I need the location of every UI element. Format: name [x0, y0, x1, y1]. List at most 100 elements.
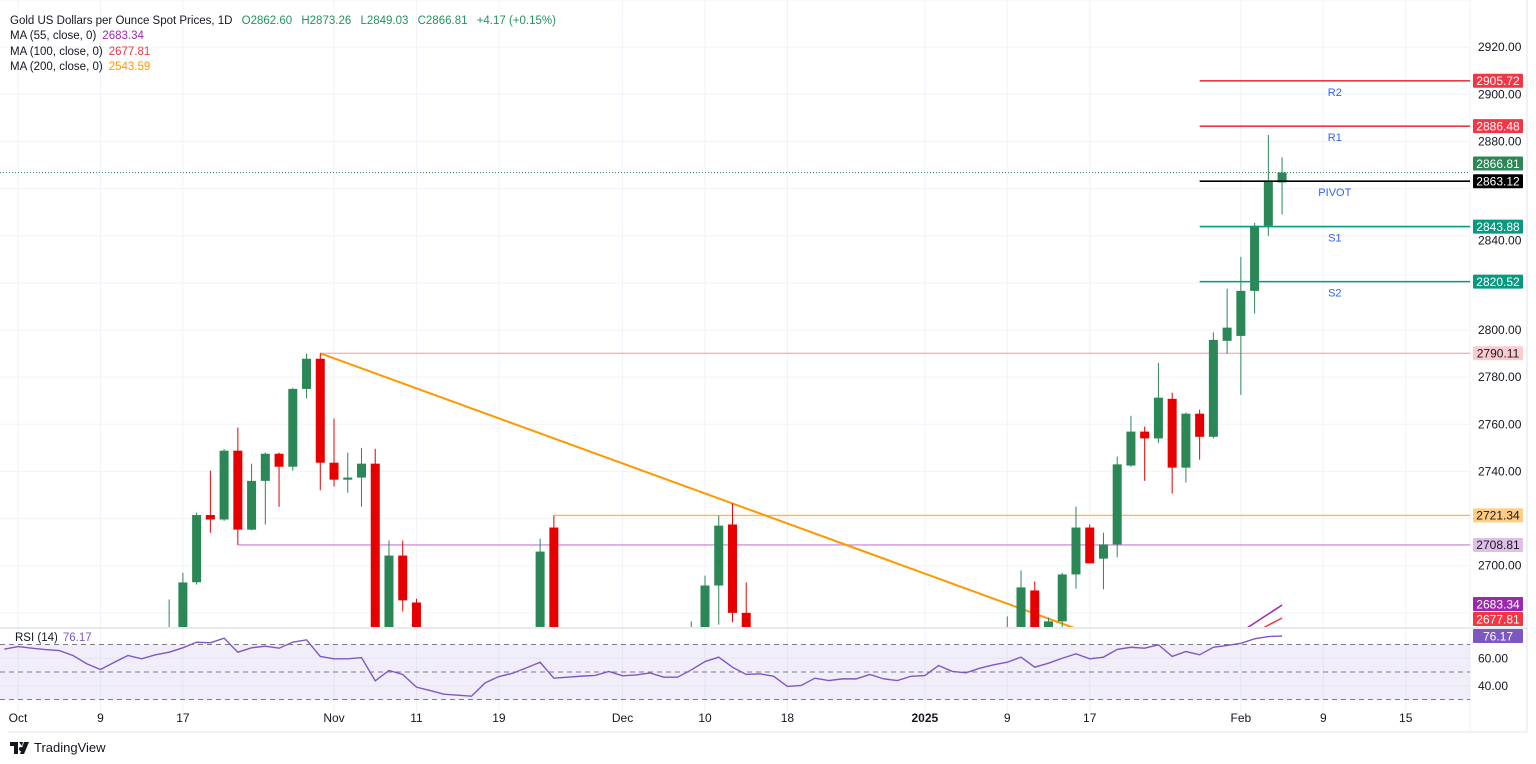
time-tick-label: Dec	[612, 711, 633, 725]
candle[interactable]	[288, 387, 298, 471]
time-tick-label: 17	[1083, 711, 1097, 725]
ma100-legend[interactable]: MA (100, close, 0) 2677.81	[10, 45, 556, 60]
candle[interactable]	[205, 470, 215, 533]
candle[interactable]	[398, 540, 408, 612]
candle[interactable]	[727, 503, 737, 623]
ma-value: 2683.34	[102, 30, 144, 43]
candle[interactable]	[343, 452, 353, 493]
badge-bg	[1473, 346, 1523, 361]
candle[interactable]	[714, 515, 724, 625]
candle-body	[384, 555, 394, 627]
candle[interactable]	[1195, 409, 1205, 460]
candle[interactable]	[357, 447, 366, 507]
candle-body	[302, 358, 312, 389]
candle[interactable]	[260, 452, 270, 525]
price-axis-labels: 2920.00 2900.00 2880.00 2840.00 2800.00 2780.…	[1478, 40, 1522, 693]
candle[interactable]	[1030, 581, 1040, 668]
candle[interactable]	[1071, 506, 1081, 589]
badge-bg	[1473, 156, 1523, 171]
ma200-legend[interactable]: MA (200, close, 0) 2543.59	[10, 60, 556, 75]
candle[interactable]	[384, 540, 394, 678]
candle[interactable]	[1277, 157, 1287, 215]
rsi-line[interactable]	[4, 635, 1283, 697]
badge-bg	[1473, 73, 1523, 88]
candle-body	[549, 527, 559, 627]
candle[interactable]	[192, 512, 202, 585]
time-tick-label: 9	[1320, 711, 1327, 725]
rsi-pane[interactable]	[0, 635, 1470, 700]
candle-body	[247, 480, 257, 530]
candle[interactable]	[535, 538, 545, 642]
badge-text: 2721.34	[1476, 509, 1520, 523]
low-value: L2849.03	[360, 15, 409, 27]
candle[interactable]	[741, 582, 751, 702]
candle[interactable]	[1085, 524, 1095, 564]
time-tick-label: 10	[698, 711, 712, 725]
candle[interactable]	[1016, 570, 1026, 648]
pivot-label-s1: S1	[1328, 233, 1341, 245]
ma55-legend[interactable]: MA (55, close, 0) 2683.34	[10, 29, 556, 44]
candle-body	[398, 555, 408, 601]
candle-body	[1071, 527, 1081, 575]
time-tick-label: 15	[1399, 711, 1413, 725]
ma-value: 2677.81	[108, 45, 151, 58]
candle[interactable]	[274, 452, 284, 507]
candle[interactable]	[370, 448, 380, 679]
ma55-line[interactable]	[1241, 604, 1283, 632]
candle[interactable]	[1112, 456, 1122, 558]
candle[interactable]	[247, 463, 257, 531]
candle-body	[411, 602, 421, 627]
candle[interactable]	[1222, 288, 1232, 354]
candle-body	[1208, 339, 1218, 437]
candle[interactable]	[1044, 617, 1053, 672]
candle[interactable]	[700, 575, 710, 672]
candle-body	[1057, 574, 1067, 622]
candle[interactable]	[219, 449, 229, 521]
candle[interactable]	[1140, 426, 1150, 481]
last-price-badge: 2866.81	[1473, 156, 1523, 171]
ma-label: MA (55, close, 0)	[10, 30, 97, 43]
pivot-price-badge: 2863.12	[1473, 174, 1523, 189]
logo-text: TradingView	[34, 740, 106, 755]
candle-body	[219, 450, 229, 520]
candle-body	[343, 477, 353, 480]
candle[interactable]	[233, 427, 243, 545]
candle[interactable]	[165, 599, 174, 671]
badge-bg	[1473, 629, 1523, 644]
badge-text: 2886.48	[1476, 119, 1520, 133]
candle[interactable]	[1153, 363, 1163, 444]
tradingview-logo-icon	[10, 741, 29, 754]
candle[interactable]	[1208, 332, 1218, 439]
symbol-legend: Gold US Dollars per Ounce Spot Prices, 1…	[10, 14, 556, 29]
candle[interactable]	[1250, 222, 1260, 314]
badge-text: 2820.52	[1476, 275, 1520, 289]
candle[interactable]	[1236, 256, 1246, 395]
trendline[interactable]	[319, 352, 1076, 628]
time-tick-label: 17	[176, 711, 190, 725]
candle[interactable]	[315, 353, 325, 491]
candle[interactable]	[1167, 392, 1177, 494]
candle[interactable]	[1181, 412, 1191, 483]
candle[interactable]	[1003, 616, 1012, 664]
hline-price-badge: 2721.34	[1473, 508, 1523, 523]
candle[interactable]	[1057, 572, 1067, 630]
main-pane[interactable]: R2 R1 PIVOT S1 S2	[0, 80, 1470, 764]
candle[interactable]	[329, 418, 339, 487]
candle[interactable]	[549, 515, 559, 764]
price-tick-label: 2800.00	[1478, 323, 1522, 337]
tradingview-logo[interactable]: TradingView	[10, 740, 106, 755]
open-value: O2862.60	[241, 15, 293, 27]
candle[interactable]	[411, 598, 421, 764]
candle[interactable]	[1098, 532, 1108, 590]
candle[interactable]	[178, 572, 188, 641]
rsi-legend[interactable]: RSI (14) 76.17	[15, 632, 92, 644]
badge-text: 2905.72	[1476, 74, 1520, 88]
candle-body	[1236, 290, 1246, 336]
candle[interactable]	[1263, 135, 1273, 236]
candle-body	[1085, 527, 1095, 564]
candle[interactable]	[302, 353, 312, 399]
ma100-line[interactable]	[1241, 617, 1283, 640]
candle[interactable]	[1126, 415, 1136, 467]
candle-body	[741, 612, 751, 627]
